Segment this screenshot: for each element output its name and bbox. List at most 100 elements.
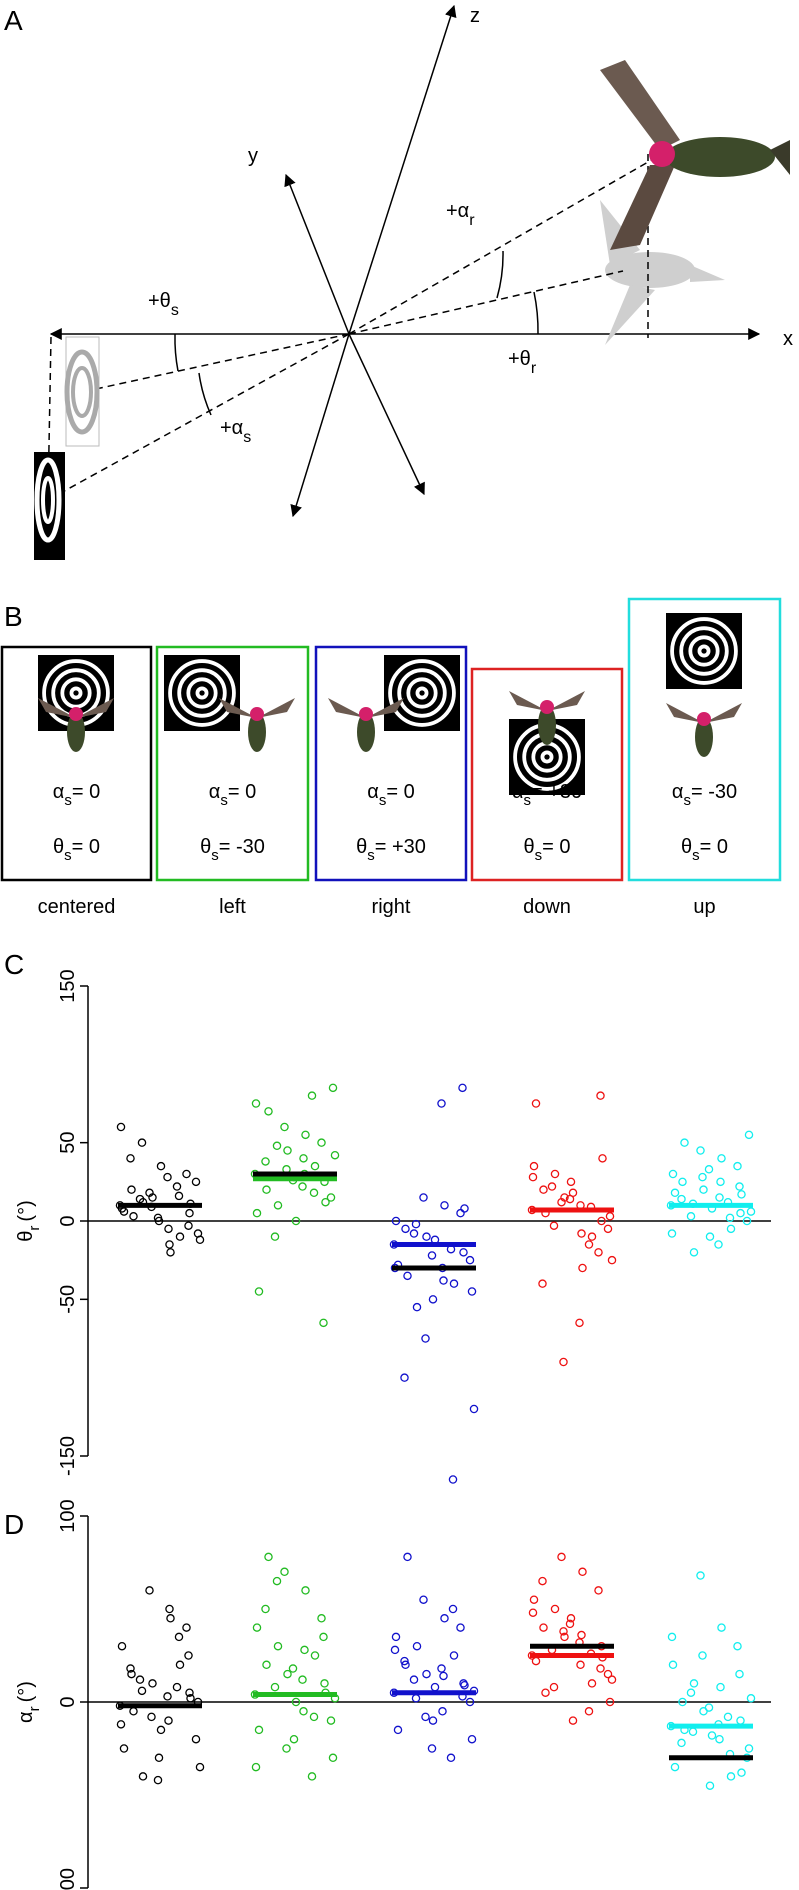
data-point [428, 1716, 438, 1725]
data-point [291, 1697, 301, 1707]
data-point [421, 1334, 430, 1343]
alpha-label: αs= +30 [512, 781, 582, 809]
data-point [164, 1716, 173, 1725]
y-tick-label: 0 [57, 1696, 79, 1707]
angle-arc [198, 372, 212, 416]
data-point [129, 1707, 138, 1716]
condition-label: down [523, 896, 571, 918]
condition-label: up [693, 896, 715, 918]
y-axis [348, 333, 425, 496]
data-point [165, 1604, 174, 1614]
data-point [428, 1295, 438, 1304]
data-point [717, 1623, 726, 1632]
data-point [412, 1641, 422, 1651]
data-point [576, 1660, 585, 1670]
data-point [328, 1083, 338, 1093]
data-point [165, 1240, 174, 1249]
data-point [262, 1660, 271, 1670]
data-point [427, 1251, 437, 1260]
data-point [320, 1679, 329, 1688]
data-point [317, 1138, 326, 1147]
data-point [145, 1586, 154, 1595]
data-point [117, 1641, 127, 1651]
data-point [254, 1725, 264, 1735]
dashed-line [348, 270, 624, 335]
data-point [607, 1675, 617, 1684]
data-point [163, 1172, 172, 1182]
data-point [456, 1208, 465, 1218]
data-point [195, 1762, 205, 1772]
data-point [575, 1318, 584, 1328]
data-point [328, 1753, 338, 1763]
data-point [319, 1632, 328, 1642]
data-point [403, 1552, 412, 1562]
data-point [264, 1107, 273, 1116]
theta-label: θs= 0 [524, 836, 571, 864]
data-point [696, 1146, 705, 1155]
data-point [467, 1734, 477, 1744]
data-point [310, 1161, 320, 1171]
data-point [670, 1762, 680, 1772]
data-point [737, 1768, 746, 1777]
data-point [126, 1154, 135, 1163]
data-point [559, 1627, 568, 1636]
bird [219, 698, 257, 718]
data-point [715, 1734, 724, 1744]
data-point [736, 1208, 745, 1218]
data-point [584, 1240, 594, 1249]
data-point [696, 1571, 705, 1580]
data-point [135, 1194, 145, 1204]
data-point [698, 1651, 707, 1660]
data-point [596, 1091, 605, 1100]
data-point [172, 1182, 182, 1191]
data-point [191, 1177, 201, 1187]
data-point [449, 1279, 459, 1288]
theta-label: θs= 0 [681, 836, 728, 864]
data-point [319, 1318, 328, 1328]
data-point [172, 1682, 182, 1692]
data-point [667, 1229, 677, 1238]
data-point [726, 1224, 736, 1234]
data-point [145, 1188, 154, 1198]
data-point [605, 1212, 615, 1221]
data-point [566, 1177, 576, 1187]
stimulus-spiral [34, 336, 100, 560]
data-point [391, 1632, 401, 1642]
data-point [156, 1725, 166, 1735]
panel-letter: A [4, 5, 23, 36]
data-point [578, 1263, 587, 1273]
y-tick-label: 150 [57, 969, 79, 1002]
data-point [326, 1193, 336, 1202]
data-point [594, 1248, 603, 1257]
data-point [175, 1232, 185, 1241]
z-axis [290, 333, 350, 518]
data-point [137, 1138, 147, 1147]
data-point [186, 1694, 195, 1703]
data-point [301, 1130, 310, 1140]
data-point [668, 1660, 678, 1670]
data-point [715, 1193, 724, 1202]
data-point [138, 1772, 148, 1781]
y-axis-label: θr(°) [15, 1200, 43, 1241]
condition-box [314, 645, 468, 882]
data-point [742, 1216, 752, 1226]
y-axis-label: αr(°) [15, 1681, 43, 1723]
alpha-label: αs= -30 [672, 781, 737, 809]
data-point [280, 1122, 289, 1132]
data-point [272, 1576, 282, 1586]
data-point [746, 1207, 756, 1216]
condition-box [470, 667, 624, 882]
data-point [456, 1623, 465, 1632]
dashed-line [81, 333, 350, 393]
data-point [465, 1255, 475, 1265]
data-point [288, 1664, 298, 1673]
data-point [430, 1682, 440, 1692]
data-point [299, 1154, 308, 1163]
data-point [594, 1586, 603, 1595]
data-point [677, 1738, 686, 1748]
data-point [528, 1172, 538, 1182]
data-point [129, 1212, 138, 1221]
data-point [164, 1224, 173, 1234]
panel-charts: C -150 -50 0 50 150 θr(°) D -100 0 100 αr(°) [4, 949, 771, 1890]
